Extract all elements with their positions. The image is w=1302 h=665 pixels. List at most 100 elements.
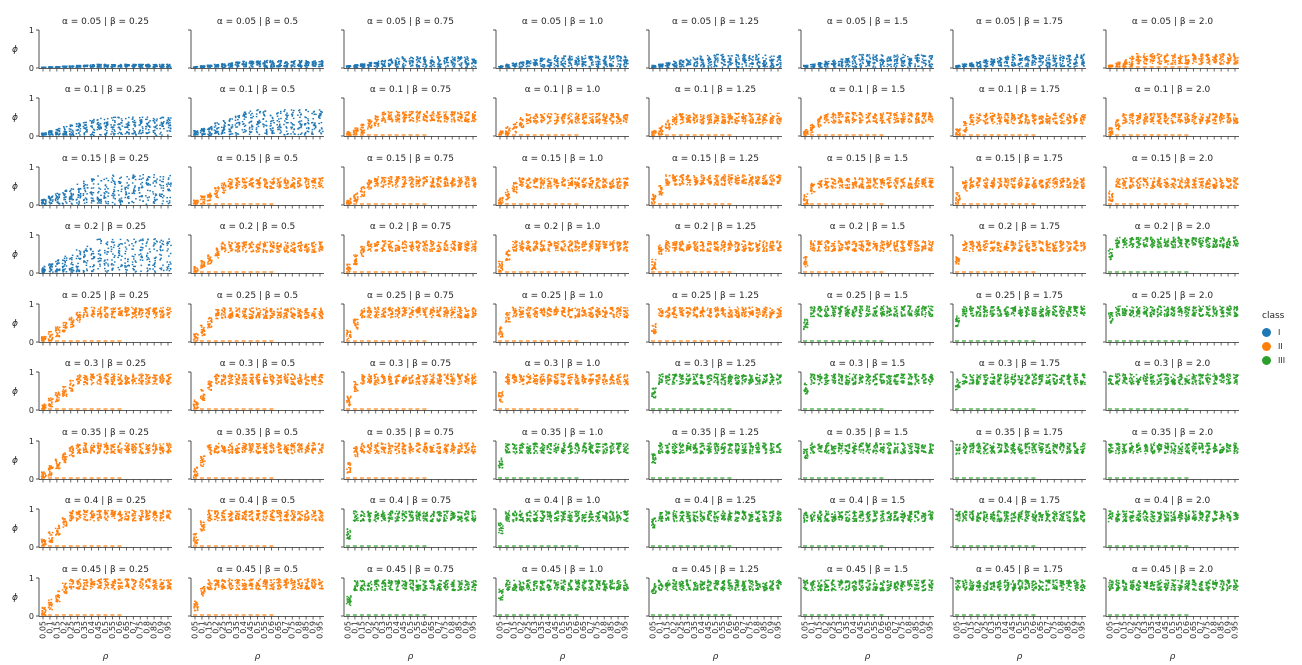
data-point xyxy=(210,65,212,66)
data-point xyxy=(862,61,864,62)
data-point xyxy=(869,61,871,62)
data-point xyxy=(528,62,530,63)
data-point xyxy=(533,64,535,65)
data-point xyxy=(286,66,288,67)
data-point xyxy=(529,66,531,67)
data-point xyxy=(834,61,836,62)
data-point xyxy=(409,60,411,61)
data-point xyxy=(752,56,754,57)
data-point xyxy=(708,57,710,58)
data-point xyxy=(251,61,253,62)
data-point xyxy=(570,63,572,64)
data-point xyxy=(529,63,531,64)
data-point xyxy=(717,61,719,62)
data-point xyxy=(301,65,303,66)
data-point xyxy=(403,60,405,61)
data-point xyxy=(475,60,477,61)
data-point xyxy=(666,65,668,66)
data-point xyxy=(887,64,889,65)
data-point xyxy=(530,60,532,61)
data-point xyxy=(446,57,448,58)
data-point xyxy=(273,65,275,66)
data-point xyxy=(852,57,854,58)
data-point xyxy=(902,60,904,61)
data-point xyxy=(568,59,570,60)
data-point xyxy=(611,65,613,66)
data-point xyxy=(854,60,856,61)
data-point xyxy=(286,62,288,63)
data-point xyxy=(272,60,274,61)
data-point xyxy=(861,59,863,60)
data-point xyxy=(874,62,876,63)
data-point xyxy=(409,58,411,59)
data-point xyxy=(465,63,467,64)
data-point xyxy=(869,62,871,63)
data-point xyxy=(142,64,144,65)
data-point xyxy=(396,58,398,59)
data-point xyxy=(585,64,587,65)
data-point xyxy=(395,63,397,64)
data-point xyxy=(272,62,274,63)
data-point xyxy=(403,63,405,64)
data-point xyxy=(378,63,380,64)
data-point xyxy=(506,65,508,66)
data-point xyxy=(398,63,400,64)
data-point xyxy=(595,61,597,62)
data-point xyxy=(742,60,744,61)
data-point xyxy=(717,60,719,61)
data-point xyxy=(903,63,905,64)
data-point xyxy=(604,56,606,57)
data-point xyxy=(596,57,598,58)
data-point xyxy=(252,64,254,65)
data-point xyxy=(598,58,600,59)
data-point xyxy=(900,58,902,59)
data-point xyxy=(322,65,324,66)
data-point xyxy=(439,60,441,61)
data-point xyxy=(314,62,316,63)
data-point xyxy=(554,57,556,58)
data-point xyxy=(860,66,862,67)
data-point xyxy=(578,61,580,62)
data-point xyxy=(592,64,594,65)
data-point xyxy=(585,58,587,59)
data-point xyxy=(253,63,255,64)
data-point xyxy=(925,63,927,64)
data-point xyxy=(619,67,621,68)
data-point xyxy=(574,64,576,65)
data-point xyxy=(540,65,542,66)
facet-title: α = 0.05 | β = 0.25 xyxy=(62,17,149,27)
data-point xyxy=(805,65,807,66)
data-point xyxy=(612,56,614,57)
data-point xyxy=(98,64,100,65)
data-point xyxy=(554,63,556,64)
data-point xyxy=(459,59,461,60)
data-point xyxy=(276,65,278,66)
data-point xyxy=(907,67,909,68)
data-point xyxy=(825,61,827,62)
data-point xyxy=(693,64,695,65)
data-point xyxy=(110,66,112,67)
data-point xyxy=(831,63,833,64)
data-point xyxy=(237,64,239,65)
data-point xyxy=(682,66,684,67)
data-point xyxy=(869,65,871,66)
data-point xyxy=(673,65,675,66)
data-point xyxy=(709,62,711,63)
data-point xyxy=(508,65,510,66)
data-point xyxy=(398,62,400,63)
data-point xyxy=(904,55,906,56)
data-point xyxy=(623,64,625,65)
data-point xyxy=(318,66,320,67)
data-point xyxy=(839,61,841,62)
data-point xyxy=(271,64,273,65)
data-point xyxy=(312,65,314,66)
data-point xyxy=(412,64,414,65)
data-point xyxy=(700,65,702,66)
data-point xyxy=(410,57,412,58)
data-point xyxy=(416,65,418,66)
data-point xyxy=(279,63,281,64)
data-point xyxy=(374,62,376,63)
data-point xyxy=(845,62,847,63)
data-point xyxy=(459,64,461,65)
